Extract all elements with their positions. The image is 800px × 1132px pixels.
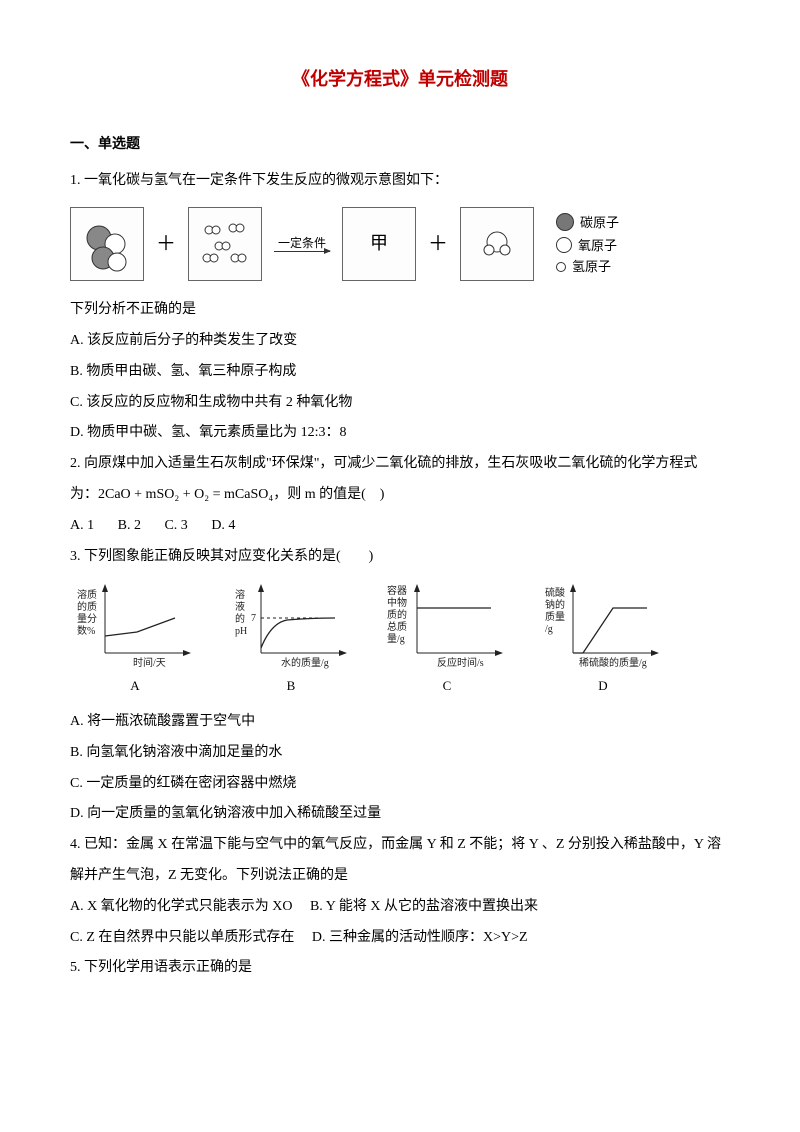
q3-opt-b: B. 向氢氧化钠溶液中滴加足量的水	[70, 738, 730, 769]
q1-box-product-2	[460, 207, 534, 281]
q1-box-reactant-2	[188, 207, 262, 281]
svg-text:中物: 中物	[387, 596, 407, 609]
legend-oxygen: 氧原子	[556, 237, 619, 253]
legend-hydrogen: 氢原子	[556, 259, 619, 275]
svg-text:/g: /g	[545, 624, 553, 635]
svg-text:量分: 量分	[77, 613, 97, 625]
q1-opt-b: B. 物质甲由碳、氢、氧三种原子构成	[70, 357, 730, 388]
q1-box-product-1: 甲	[342, 207, 416, 281]
svg-text:的: 的	[235, 612, 245, 625]
q4-opt-b: B. Y 能将 X 从它的盐溶液中置换出来	[310, 899, 538, 914]
svg-text:数%: 数%	[77, 624, 95, 637]
q4-opt-d: D. 三种金属的活动性顺序：X>Y>Z	[312, 930, 528, 945]
q3-stem: 3. 下列图象能正确反映其对应变化关系的是( )	[70, 542, 730, 573]
svg-text:容器: 容器	[387, 584, 407, 597]
q3-opt-a: A. 将一瓶浓硫酸露置于空气中	[70, 707, 730, 738]
q4-row-cd: C. Z 在自然界中只能以单质形式存在 D. 三种金属的活动性顺序：X>Y>Z	[70, 923, 730, 954]
doc-title: 《化学方程式》单元检测题	[70, 60, 730, 100]
chart-b: 7 溶 液 的 pH 水的质量/g B	[226, 578, 356, 701]
q2-opt-c: C. 3	[164, 511, 187, 542]
svg-text:7: 7	[251, 613, 256, 624]
chart-b-tag: B	[287, 672, 296, 701]
svg-text:质的: 质的	[387, 608, 407, 621]
q4-stem2: 解并产生气泡，Z 无变化。下列说法正确的是	[70, 861, 730, 892]
q2-options: A. 1 B. 2 C. 3 D. 4	[70, 511, 730, 542]
svg-text:总质: 总质	[387, 620, 407, 633]
svg-text:溶质: 溶质	[77, 588, 97, 601]
q4-opt-c: C. Z 在自然界中只能以单质形式存在	[70, 930, 294, 945]
q3-opt-d: D. 向一定质量的氢氧化钠溶液中加入稀硫酸至过量	[70, 799, 730, 830]
q2-opt-a: A. 1	[70, 511, 94, 542]
q1-legend: 碳原子 氧原子 氢原子	[556, 213, 619, 275]
svg-text:的质: 的质	[77, 600, 97, 613]
svg-text:pH: pH	[235, 626, 247, 637]
arrow-icon: 一定条件	[270, 236, 334, 251]
q1-follow: 下列分析不正确的是	[70, 295, 730, 326]
svg-text:液: 液	[235, 600, 245, 613]
chart-a-tag: A	[130, 672, 139, 701]
arrow-label: 一定条件	[278, 236, 326, 250]
q2-opt-b: B. 2	[118, 511, 141, 542]
svg-text:水的质量/g: 水的质量/g	[281, 656, 329, 669]
plus-icon: ＋	[152, 222, 180, 266]
q1-opt-c: C. 该反应的反应物和生成物中共有 2 种氧化物	[70, 388, 730, 419]
page: 《化学方程式》单元检测题 一、单选题 1. 一氧化碳与氢气在一定条件下发生反应的…	[0, 0, 800, 1024]
q2-stem2: 为：2CaO + mSO₂ + O₂ = mCaSO₄，则 m 的值是( )	[70, 480, 730, 511]
svg-text:钠的: 钠的	[545, 598, 565, 611]
svg-text:量/g: 量/g	[387, 633, 405, 645]
svg-text:质量: 质量	[545, 611, 565, 623]
chart-c-tag: C	[443, 672, 452, 701]
q1-box-reactant-1	[70, 207, 144, 281]
q2-opt-d: D. 4	[211, 511, 235, 542]
svg-text:硫酸: 硫酸	[545, 586, 565, 599]
q3-opt-c: C. 一定质量的红磷在密闭容器中燃烧	[70, 769, 730, 800]
q1-stem: 1. 一氧化碳与氢气在一定条件下发生反应的微观示意图如下：	[70, 166, 730, 197]
legend-carbon: 碳原子	[556, 213, 619, 231]
q1-opt-a: A. 该反应前后分子的种类发生了改变	[70, 326, 730, 357]
q5-stem: 5. 下列化学用语表示正确的是	[70, 953, 730, 984]
chart-d: 硫酸 钠的 质量 /g 稀硫酸的质量/g D	[538, 578, 668, 701]
q3-charts: 溶质 的质 量分 数% 时间/天 A 7 溶 液 的 pH 水	[70, 578, 730, 701]
plus-icon: ＋	[424, 222, 452, 266]
q1-box3-text: 甲	[370, 224, 388, 264]
svg-text:稀硫酸的质量/g: 稀硫酸的质量/g	[579, 656, 647, 669]
chart-a: 溶质 的质 量分 数% 时间/天 A	[70, 578, 200, 701]
svg-text:溶: 溶	[235, 588, 245, 601]
q1-opt-d: D. 物质甲中碳、氢、氧元素质量比为 12:3：8	[70, 418, 730, 449]
q4-opt-a: A. X 氧化物的化学式只能表示为 XO	[70, 899, 292, 914]
section-heading: 一、单选题	[70, 130, 730, 161]
svg-text:反应时间/s: 反应时间/s	[437, 656, 484, 669]
q4-stem1: 4. 已知：金属 X 在常温下能与空气中的氧气反应，而金属 Y 和 Z 不能；将…	[70, 830, 730, 861]
hydrogen-atom-icon	[556, 262, 566, 272]
chart-c: 容器 中物 质的 总质 量/g 反应时间/s C	[382, 578, 512, 701]
q1-diagram: ＋ 一定条件 甲 ＋ 碳原子 氧原子	[70, 207, 730, 281]
oxygen-atom-icon	[556, 237, 572, 253]
q2-stem1: 2. 向原煤中加入适量生石灰制成"环保煤"，可减少二氧化硫的排放，生石灰吸收二氧…	[70, 449, 730, 480]
svg-text:时间/天: 时间/天	[133, 656, 166, 669]
carbon-atom-icon	[556, 213, 574, 231]
chart-d-tag: D	[598, 672, 607, 701]
q4-row-ab: A. X 氧化物的化学式只能表示为 XO B. Y 能将 X 从它的盐溶液中置换…	[70, 892, 730, 923]
